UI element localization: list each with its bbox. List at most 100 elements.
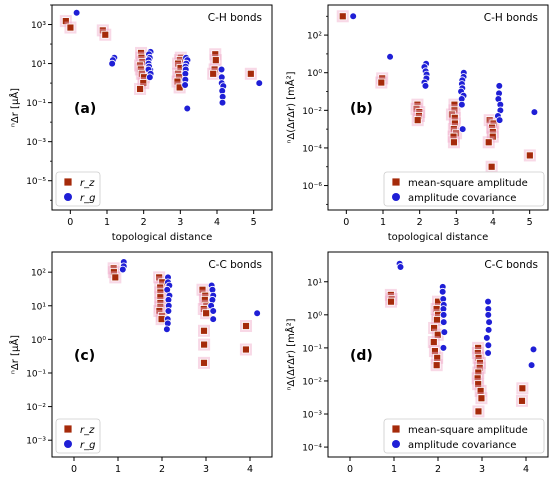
panel-label: (c): [74, 348, 95, 364]
plot-frame: [327, 4, 549, 211]
data-point-circle: [164, 307, 173, 315]
data-point-circle: [209, 307, 218, 315]
data-point-circle: [529, 345, 538, 354]
data-point-circle: [484, 326, 493, 334]
panel-b: 0 1 2 3 4 5 10⁻⁶ 10⁻⁴ 10⁻² 10⁰ 10² topological dist…: [284, 4, 549, 243]
data-point-circle: [181, 81, 189, 89]
data-point-circle: [209, 315, 217, 323]
data-point-circle: [495, 116, 504, 124]
y-tick-label: 10⁻⁵: [26, 177, 46, 187]
y-axis-label: ⁿΔr [μÅ]: [8, 88, 21, 127]
y-tick-label: 10⁻¹: [302, 344, 322, 354]
data-point-circle: [439, 318, 448, 326]
x-tick-label: 1: [104, 217, 110, 228]
data-point-circle: [483, 334, 491, 342]
legend-label: r_z: [80, 425, 95, 436]
data-point-circle: [484, 349, 492, 357]
x-axis-label: topological distance: [112, 232, 212, 243]
legend-marker-circle: [64, 193, 72, 201]
data-point-circle: [255, 79, 264, 87]
data-point-circle: [484, 311, 493, 319]
plot-frame: [51, 4, 273, 211]
data-point-circle: [438, 287, 447, 296]
y-tick-label: 10⁻²: [302, 377, 322, 387]
data-point-square: [211, 56, 220, 65]
data-point-square: [518, 384, 527, 393]
y-tick-label: 10⁰: [31, 336, 46, 346]
data-point-circle: [108, 59, 116, 68]
y-tick-label: 10⁻²: [302, 107, 322, 117]
y-tick-label: 10⁻³: [302, 411, 322, 421]
legend: r_z r_g: [55, 418, 101, 454]
x-tick-label: 3: [479, 464, 485, 475]
y-tick-label: 10¹: [31, 302, 46, 312]
data-point-circle: [217, 65, 226, 74]
legend-label: amplitude covariance: [408, 193, 516, 204]
legend-label: r_g: [80, 440, 95, 451]
data-point-circle: [183, 104, 192, 113]
data-point-square: [242, 322, 250, 330]
legend-label: mean-square amplitude: [408, 425, 528, 436]
x-tick-label: 1: [380, 217, 386, 228]
y-tick-label: 10⁰: [307, 69, 322, 79]
data-point-circle: [253, 309, 261, 318]
data-point-square: [202, 309, 211, 318]
x-tick-label: 2: [417, 217, 423, 228]
y-tick-label: 10³: [31, 21, 46, 31]
data-point-square: [200, 340, 209, 349]
data-point-square: [477, 394, 486, 403]
data-point-circle: [440, 328, 449, 336]
data-point-square: [387, 297, 395, 306]
y-tick-label: 10⁻³: [26, 437, 46, 447]
data-point-square: [111, 273, 120, 282]
data-point-square: [209, 69, 218, 78]
data-point-circle: [439, 344, 448, 352]
panel-label: (d): [350, 348, 373, 364]
data-point-circle: [396, 263, 405, 271]
data-point-square: [66, 23, 75, 32]
data-point-circle: [458, 100, 466, 109]
x-axis-label: topological distance: [388, 232, 488, 243]
panel-label: (b): [350, 101, 373, 117]
legend-marker-square: [391, 424, 401, 434]
data-point-circle: [349, 12, 357, 21]
x-tick-label: 4: [490, 217, 496, 228]
y-tick-label: 10⁻⁶: [302, 182, 322, 192]
legend-marker-square: [63, 424, 73, 434]
data-point-circle: [218, 98, 227, 107]
x-tick-label: 1: [115, 464, 121, 475]
legend-label: amplitude covariance: [408, 440, 516, 451]
panel-title: C-H bonds: [484, 12, 538, 24]
panel-title: C-H bonds: [208, 12, 262, 24]
legend-marker-circle: [64, 440, 72, 448]
x-tick-label: 4: [247, 464, 253, 475]
data-point-square: [488, 132, 497, 141]
data-point-circle: [495, 82, 504, 90]
y-tick-label: 10¹: [307, 278, 322, 288]
x-tick-label: 4: [214, 217, 220, 228]
x-tick-label: 3: [203, 464, 209, 475]
y-tick-label: 10⁻⁴: [302, 144, 322, 154]
data-point-square: [338, 12, 347, 21]
data-point-circle: [118, 265, 127, 274]
data-point-circle: [530, 108, 539, 116]
legend-marker-circle: [392, 440, 400, 448]
legend-marker-square: [391, 177, 401, 187]
data-point-square: [377, 78, 386, 87]
panel-label: (a): [74, 101, 96, 117]
panel-title: C-C bonds: [484, 259, 538, 271]
data-point-circle: [458, 125, 467, 133]
data-point-square: [200, 358, 208, 367]
x-tick-label: 0: [347, 464, 353, 475]
panel-a: 0 1 2 3 4 5 10⁻⁵ 10⁻³ 10⁻¹ 10¹ 10³ topological dist…: [8, 4, 273, 243]
y-tick-label: 10⁻¹: [26, 369, 46, 379]
y-axis-label: ⁿΔ(ΔrΔr) [mÅ²]: [284, 71, 297, 143]
data-point-circle: [72, 8, 81, 17]
x-tick-label: 0: [71, 464, 77, 475]
x-tick-label: 3: [177, 217, 183, 228]
x-tick-label: 0: [343, 217, 349, 228]
data-point-square: [429, 338, 438, 346]
legend-label: r_z: [80, 178, 95, 189]
data-point-square: [413, 116, 422, 125]
